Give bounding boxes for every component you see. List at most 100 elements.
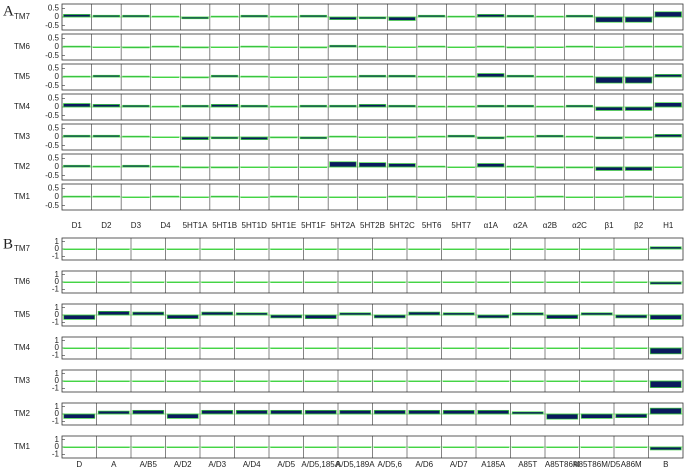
x-tick-label: A/D5,185A [301,460,340,469]
y-tick-label: 1 [55,402,60,411]
bar [201,311,234,316]
bar [442,409,475,415]
x-tick-label: 5HT1A [183,221,209,230]
y-tick-label: -1 [52,416,60,425]
bar [235,409,268,415]
bar [595,166,623,171]
bar [624,76,653,84]
bar [511,411,544,415]
row-label: TM5 [14,72,31,81]
x-tick-label: D [76,460,82,469]
y-tick-label: 0.5 [48,3,60,12]
x-tick-label: A85T86M [545,460,580,469]
bar [358,104,387,108]
y-tick-label: -0.5 [45,141,59,150]
bar [624,166,653,171]
x-tick-label: 5HT1E [271,221,296,230]
bar [373,314,406,319]
x-tick-label: α2B [543,221,557,230]
bar [166,314,199,320]
y-tick-label: 0.5 [48,153,60,162]
bar [649,281,682,285]
bar [477,314,510,319]
x-tick-label: A86M [621,460,642,469]
x-tick-label: 5HT6 [422,221,442,230]
y-tick-label: -0.5 [45,21,59,30]
bar [201,409,234,415]
x-tick-label: A85T [518,460,537,469]
bar [166,413,199,419]
y-tick-label: 1 [55,435,60,444]
y-tick-label: 0 [55,343,60,352]
bar [304,409,337,415]
x-tick-label: B [663,460,668,469]
bar [92,104,121,108]
bar [654,11,682,18]
y-tick-label: -1 [52,317,60,326]
y-tick-label: 0 [55,409,60,418]
bar [649,446,682,451]
y-tick-label: 0 [55,244,60,253]
x-tick-label: 5HT1F [301,221,326,230]
y-tick-label: -0.5 [45,111,59,120]
y-tick-label: -1 [52,251,60,260]
bar [304,314,337,320]
bar [624,16,653,23]
bar [97,310,130,316]
bar [442,312,475,316]
x-tick-label: 5HT1D [242,221,268,230]
bar [270,409,303,415]
y-tick-label: 0 [55,102,60,111]
bar [358,162,387,168]
bar [511,312,544,316]
x-tick-label: A/B5 [140,460,158,469]
row-label: TM2 [14,162,31,171]
bar [477,163,505,168]
x-tick-label: 5HT2A [330,221,356,230]
row-label: TM3 [14,132,31,141]
y-tick-label: 0.5 [48,123,60,132]
row-label: TM6 [14,42,31,51]
x-tick-label: β2 [634,221,644,230]
bar [580,413,613,419]
row-label: TM5 [14,310,31,319]
x-tick-label: D4 [160,221,171,230]
y-tick-label: -0.5 [45,201,59,210]
x-tick-label: D1 [72,221,83,230]
bar [388,163,416,168]
bar [615,314,648,319]
y-tick-label: -1 [52,449,60,458]
bar [270,314,303,319]
y-tick-label: 1 [55,270,60,279]
panel-label: A [3,3,14,19]
x-tick-label: α2A [513,221,528,230]
row-label: TM2 [14,409,31,418]
row-label: TM4 [14,102,31,111]
y-tick-label: 1 [55,369,60,378]
bar [649,314,682,320]
x-tick-label: A85T86M/D5 [573,460,621,469]
bar [181,136,209,140]
x-tick-label: 5HT7 [451,221,471,230]
bar [210,104,239,108]
bar [408,311,441,316]
x-tick-label: 5HT2C [389,221,415,230]
bar [63,413,96,419]
bar [654,134,682,138]
row-label: TM3 [14,376,31,385]
bar [339,312,372,316]
bar [63,103,91,108]
x-tick-label: A [111,460,117,469]
x-tick-label: α1A [484,221,499,230]
x-tick-label: A185A [481,460,506,469]
y-tick-label: 0 [55,12,60,21]
y-tick-label: -0.5 [45,81,59,90]
bar [477,14,505,18]
row-label: TM7 [14,244,31,253]
bar [615,413,648,419]
bar [595,16,623,23]
y-tick-label: -1 [52,350,60,359]
bar [339,409,372,415]
row-label: TM6 [14,277,31,286]
